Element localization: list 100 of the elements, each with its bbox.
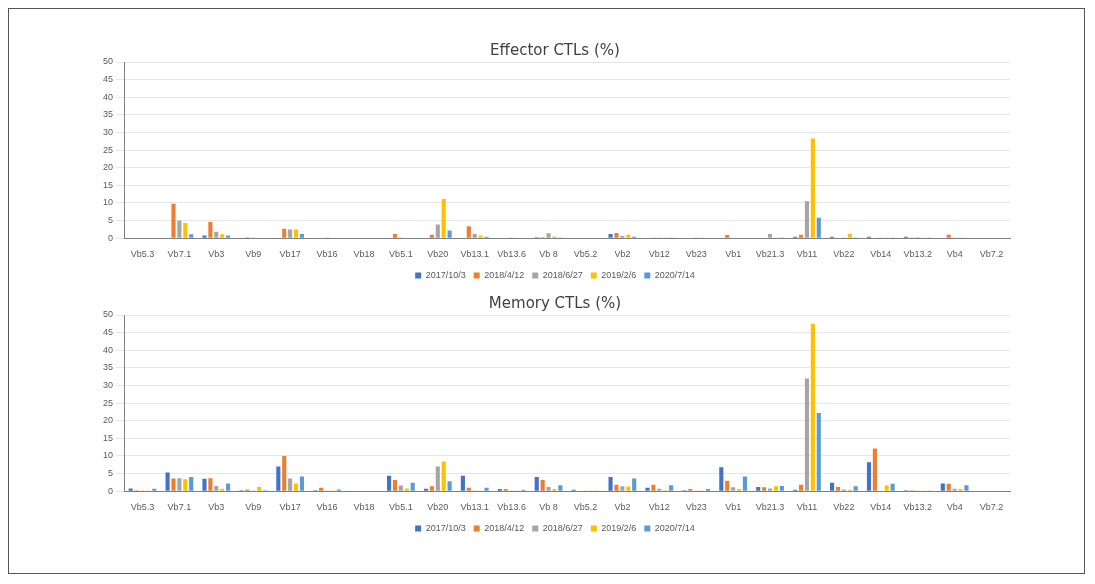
bar <box>293 483 299 491</box>
bar <box>626 234 631 238</box>
bar <box>798 484 804 491</box>
legend-label: 2019/2/6 <box>601 269 637 280</box>
legend-label: 2020/7/14 <box>654 269 695 280</box>
x-tick-label: Vb13.1 <box>460 502 489 513</box>
bar <box>810 138 815 238</box>
y-tick-label: 0 <box>108 485 114 496</box>
bar <box>940 483 945 491</box>
chart-title: Memory CTLs (%) <box>488 293 622 312</box>
x-tick-label: Vb7.1 <box>167 249 192 260</box>
bar <box>534 477 539 491</box>
bar <box>460 475 465 491</box>
x-tick-label: Vb12 <box>648 249 670 260</box>
bar <box>293 229 299 238</box>
y-tick-label: 30 <box>103 379 114 390</box>
bar <box>669 485 674 491</box>
y-tick-label: 25 <box>103 397 114 408</box>
bar <box>128 488 133 491</box>
x-tick-label: Vb13.6 <box>497 249 526 260</box>
bar <box>484 487 489 491</box>
bar <box>165 472 170 491</box>
y-tick-label: 50 <box>103 56 114 67</box>
x-tick-label: Vb13.2 <box>903 502 932 513</box>
x-tick-label: Vb13.2 <box>903 249 932 260</box>
legend-label: 2017/10/3 <box>425 269 466 280</box>
bar <box>756 486 761 491</box>
bar <box>208 478 213 491</box>
x-tick-label: Vb11 <box>796 502 818 513</box>
bar <box>208 221 213 238</box>
bar <box>872 448 877 491</box>
y-tick-label: 25 <box>103 144 114 155</box>
bar <box>884 485 889 491</box>
bar <box>398 485 403 491</box>
bar <box>226 483 231 491</box>
bar <box>447 481 452 491</box>
x-tick-label: Vb5.3 <box>130 249 155 260</box>
bar <box>762 487 767 491</box>
bar <box>830 482 835 491</box>
bar <box>214 485 219 491</box>
bar <box>816 217 821 238</box>
y-tick-label: 45 <box>103 327 114 338</box>
bar <box>810 323 815 491</box>
y-tick-label: 5 <box>108 468 114 479</box>
x-tick-label: Vb14 <box>870 502 892 513</box>
bar <box>299 476 305 491</box>
bar <box>779 485 784 491</box>
x-tick-label: Vb4 <box>946 249 963 260</box>
bar <box>546 233 551 238</box>
y-tick-label: 20 <box>103 162 114 173</box>
bar <box>804 201 810 238</box>
x-tick-label: Vb2 <box>614 249 631 260</box>
x-tick-label: Vb16 <box>316 249 338 260</box>
y-tick-label: 15 <box>103 179 114 190</box>
bar <box>853 486 858 491</box>
bar <box>835 486 841 491</box>
x-tick-label: Vb7.2 <box>979 502 1004 513</box>
legend-label: 2018/6/27 <box>542 269 583 280</box>
bar <box>177 220 182 238</box>
bar <box>171 478 176 491</box>
y-tick-label: 15 <box>103 432 114 443</box>
x-tick-label: Vb16 <box>316 502 338 513</box>
x-tick-label: Vb18 <box>353 502 375 513</box>
bar <box>946 483 951 491</box>
x-tick-label: Vb21.3 <box>755 502 785 513</box>
x-tick-label: Vb4 <box>946 502 963 513</box>
bar <box>472 233 477 238</box>
bar <box>964 485 969 491</box>
bar <box>429 486 434 491</box>
bar <box>651 484 656 491</box>
legend-label: 2018/6/27 <box>542 522 583 533</box>
bar <box>276 466 281 491</box>
y-tick-label: 10 <box>103 197 114 208</box>
bar <box>429 234 434 238</box>
x-tick-label: Vb23 <box>685 502 707 513</box>
x-tick-label: Vb3 <box>208 249 225 260</box>
bar <box>645 487 650 491</box>
y-tick-label: 40 <box>103 91 114 102</box>
bar <box>614 484 619 491</box>
x-tick-label: Vb5.2 <box>573 249 598 260</box>
bar <box>540 479 545 491</box>
bar <box>288 478 293 491</box>
y-tick-label: 5 <box>108 215 114 226</box>
bar <box>620 486 625 491</box>
y-tick-label: 20 <box>103 415 114 426</box>
x-tick-label: Vb22 <box>833 502 855 513</box>
bar <box>447 230 452 238</box>
bar <box>392 479 398 491</box>
bar <box>282 228 287 238</box>
bar <box>742 476 748 491</box>
x-tick-label: Vb 8 <box>539 249 558 260</box>
y-tick-label: 30 <box>103 126 114 137</box>
x-tick-label: Vb12 <box>648 502 670 513</box>
y-tick-label: 50 <box>103 309 114 320</box>
x-tick-label: Vb2 <box>614 502 631 513</box>
bar <box>478 235 483 238</box>
bar <box>177 478 182 491</box>
x-tick-label: Vb13.1 <box>460 249 489 260</box>
bar <box>731 487 736 491</box>
bar <box>890 483 895 491</box>
